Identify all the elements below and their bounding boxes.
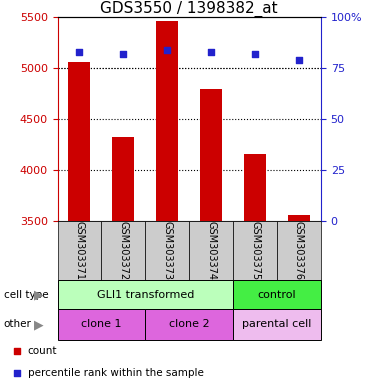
Bar [58, 221, 101, 280]
Title: GDS3550 / 1398382_at: GDS3550 / 1398382_at [101, 1, 278, 17]
Text: count: count [27, 346, 57, 356]
Bar [233, 221, 277, 280]
Text: GSM303373: GSM303373 [162, 221, 172, 280]
Bar [277, 221, 321, 280]
Text: percentile rank within the sample: percentile rank within the sample [27, 368, 203, 378]
Text: parental cell: parental cell [242, 319, 312, 329]
Point [252, 51, 258, 57]
Text: GSM303371: GSM303371 [75, 221, 85, 280]
Point [14, 370, 20, 376]
Text: GSM303376: GSM303376 [294, 221, 304, 280]
Bar [233, 309, 321, 340]
Bar [101, 221, 145, 280]
Text: clone 1: clone 1 [81, 319, 122, 329]
Bar [145, 309, 233, 340]
Point [14, 348, 20, 354]
Bar [288, 215, 310, 221]
Bar [145, 221, 189, 280]
Text: GLI1 transformed: GLI1 transformed [96, 290, 194, 300]
Bar [112, 137, 134, 221]
Bar [69, 62, 91, 221]
Point [296, 57, 302, 63]
Point [164, 47, 170, 53]
Text: other: other [4, 319, 32, 329]
Bar [58, 309, 145, 340]
Bar [189, 221, 233, 280]
Text: GSM303375: GSM303375 [250, 221, 260, 280]
Text: GSM303372: GSM303372 [118, 221, 128, 280]
Bar [156, 22, 178, 221]
Point [76, 49, 82, 55]
Text: control: control [258, 290, 296, 300]
Bar [233, 280, 321, 309]
Bar [58, 280, 233, 309]
Point [121, 51, 127, 57]
Bar [200, 89, 222, 221]
Text: cell type: cell type [4, 290, 48, 300]
Text: GSM303374: GSM303374 [206, 221, 216, 280]
Text: ▶: ▶ [34, 288, 44, 301]
Point [208, 49, 214, 55]
Text: clone 2: clone 2 [169, 319, 210, 329]
Text: ▶: ▶ [34, 318, 44, 331]
Bar [244, 154, 266, 221]
